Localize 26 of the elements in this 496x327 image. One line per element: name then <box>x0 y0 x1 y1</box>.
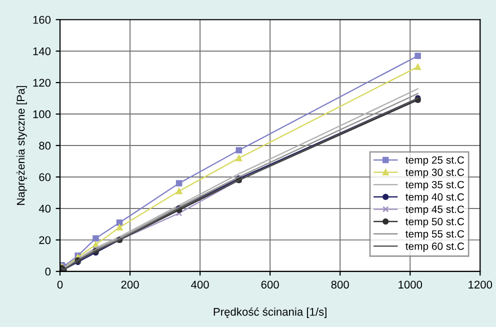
x-tick-label: 400 <box>191 280 209 289</box>
y-tick-label: 20 <box>39 236 51 244</box>
x-tick-label: 0 <box>57 280 63 289</box>
x-tick-label: 600 <box>261 280 279 289</box>
x-tick-label: 1200 <box>468 280 492 289</box>
y-tick-label: 0 <box>45 268 51 276</box>
y-tick-label: 60 <box>39 173 51 182</box>
y-tick-label: 140 <box>33 47 51 56</box>
legend-label: temp 55 st.C <box>406 230 464 240</box>
legend-label: temp 35 st.C <box>406 180 464 190</box>
legend-label: temp 50 st.C <box>406 218 464 228</box>
x-tick-label: 200 <box>121 280 139 289</box>
legend-label: temp 30 st.C <box>406 168 464 178</box>
x-tick-label: 1000 <box>398 280 422 289</box>
y-tick-label: 100 <box>33 110 51 118</box>
legend-label: temp 60 st.C <box>406 242 464 252</box>
x-axis-title: Prędkość ścinania [1/s] <box>214 307 326 318</box>
y-tick-label: 40 <box>38 204 51 213</box>
y-axis-title: Naprężenia styczne [Pa] <box>16 86 27 205</box>
y-tick-label: 80 <box>39 142 51 150</box>
y-tick-label: 160 <box>33 16 51 24</box>
legend-label: temp 45 st.C <box>406 206 464 216</box>
legend-label: temp 25 st.C <box>406 156 464 166</box>
x-tick-label: 800 <box>331 280 349 289</box>
y-tick-label: 120 <box>33 78 51 87</box>
legend-label: temp 40 st.C <box>406 193 464 203</box>
